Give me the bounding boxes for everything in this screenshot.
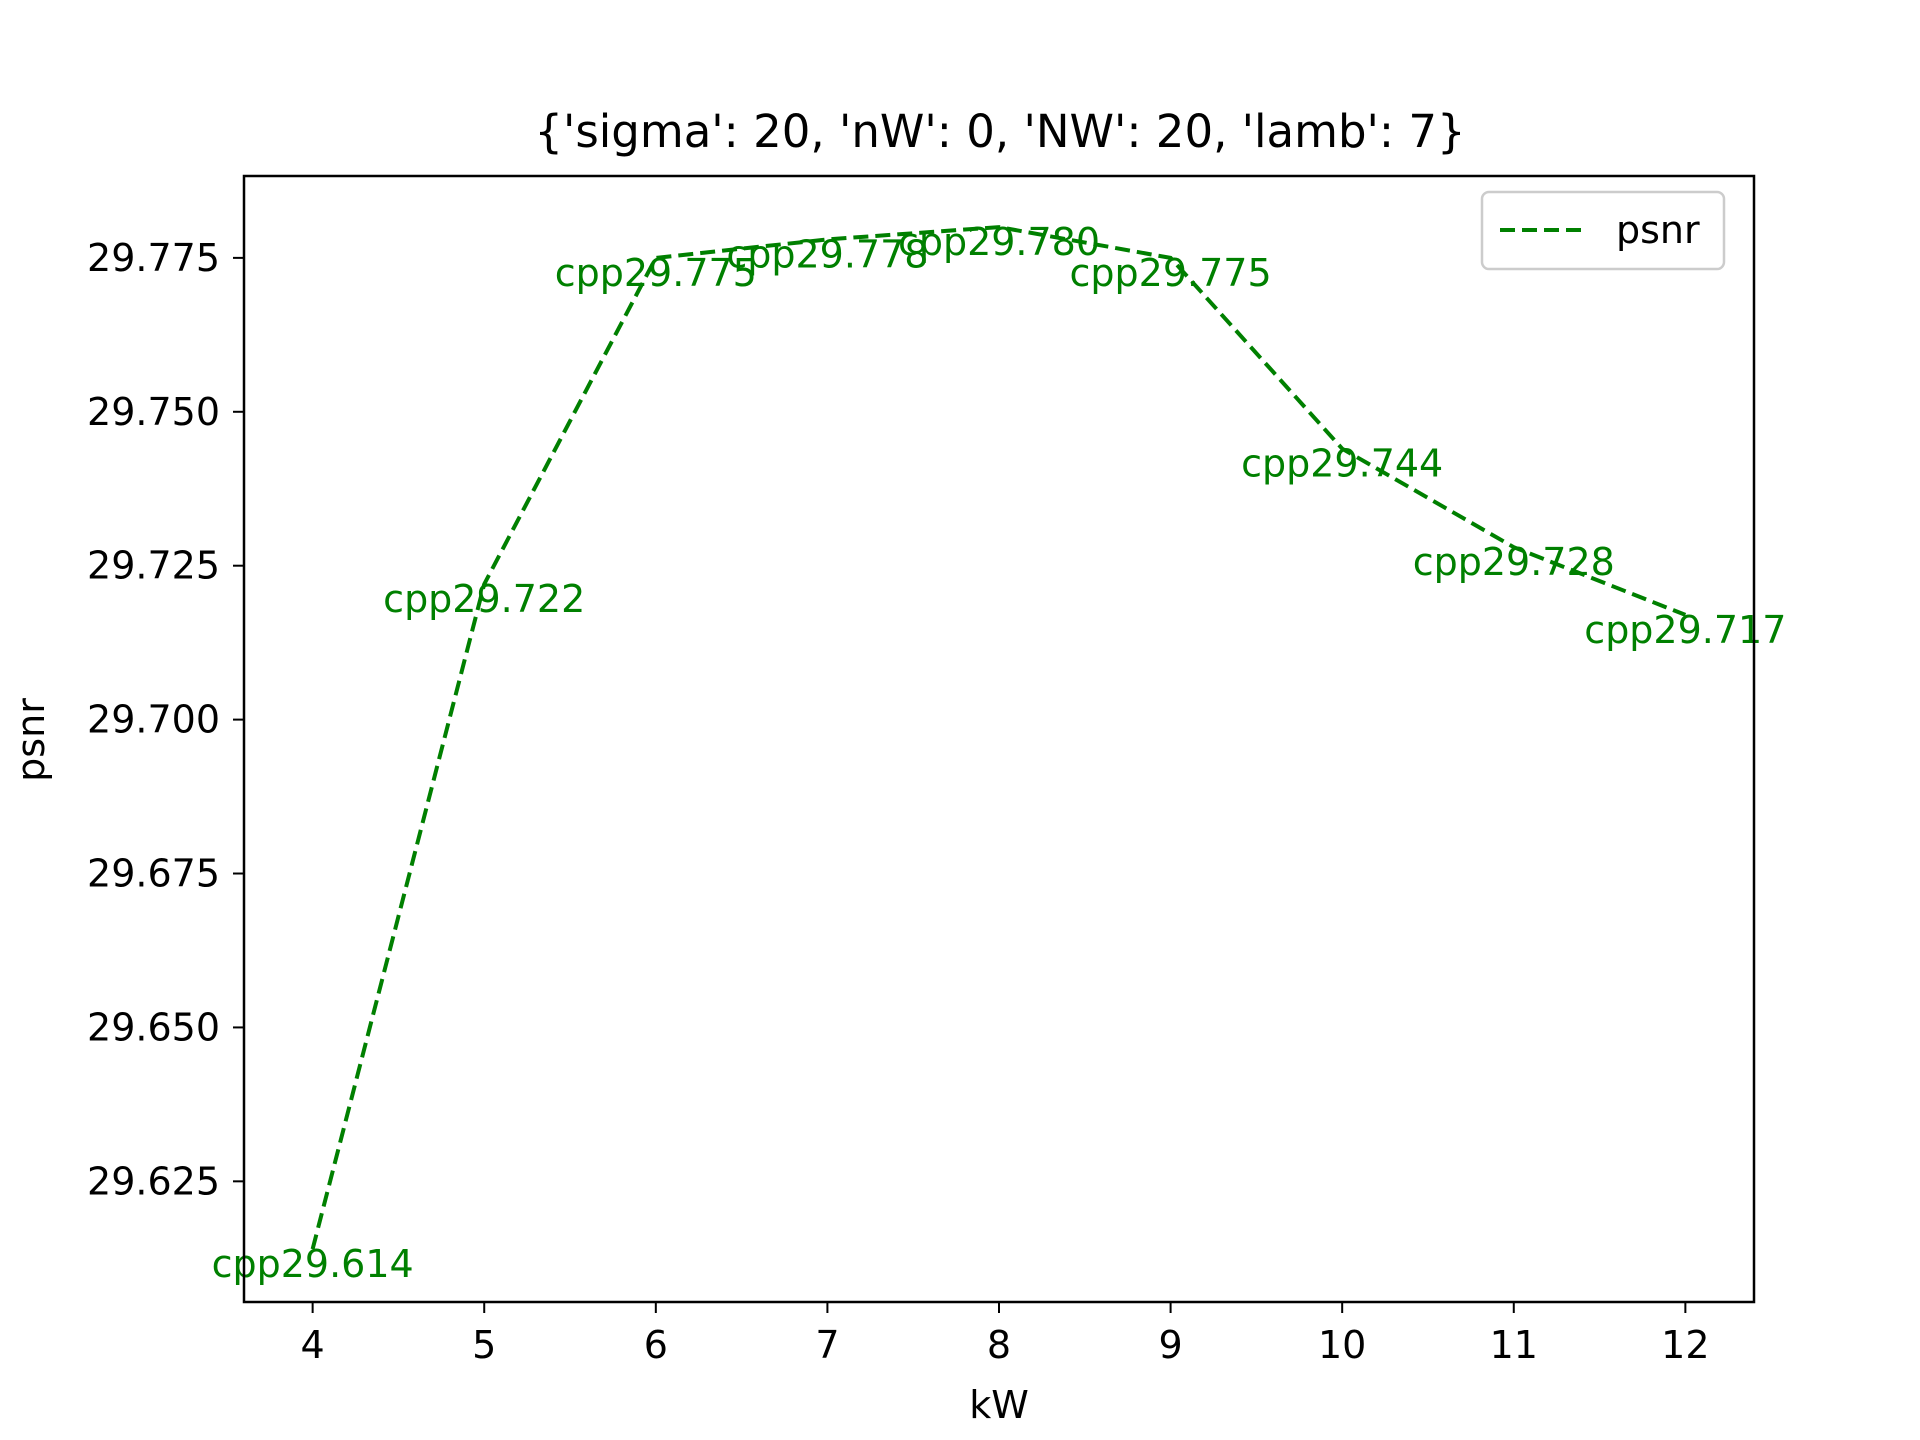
y-tick-label: 29.625 [87,1159,220,1203]
chart-title: {'sigma': 20, 'nW': 0, 'NW': 20, 'lamb':… [534,105,1465,158]
data-label: cpp29.780 [898,220,1100,264]
data-label: cpp29.717 [1584,608,1786,652]
y-tick-label: 29.675 [87,852,220,896]
data-label: cpp29.778 [726,232,928,276]
y-tick-label: 29.775 [87,236,220,280]
y-tick-label: 29.725 [87,544,220,588]
data-label: cpp29.722 [383,577,585,621]
x-tick-label: 4 [301,1323,325,1367]
data-label: cpp29.775 [1070,251,1272,295]
legend: psnr [1480,190,1726,271]
x-tick-label: 6 [644,1323,668,1367]
legend-entry-label: psnr [1616,208,1700,252]
x-tick-label: 11 [1490,1323,1538,1367]
x-axis-label: kW [969,1383,1029,1427]
y-tick-label: 29.750 [87,390,220,434]
y-axis-label: psnr [9,698,53,782]
data-label: cpp29.614 [212,1242,414,1286]
x-tick-label: 9 [1158,1323,1182,1367]
y-axis: 29.625 29.650 29.675 29.700 29.725 29.750 29.7… [87,236,244,1203]
x-tick-label: 12 [1661,1323,1709,1367]
x-tick-label: 5 [472,1323,496,1367]
data-label: cpp29.744 [1241,442,1443,486]
x-tick-label: 7 [815,1323,839,1367]
y-tick-label: 29.650 [87,1005,220,1049]
legend-box [1480,190,1726,271]
x-tick-label: 8 [987,1323,1011,1367]
data-label: cpp29.728 [1413,540,1615,584]
y-tick-label: 29.700 [87,698,220,742]
x-tick-label: 10 [1318,1323,1366,1367]
data-label: cpp29.775 [555,251,757,295]
plot-area: cpp29.614cpp29.722cpp29.775cpp29.778cpp2… [212,220,1787,1286]
x-axis: 4 5 6 7 8 9 10 11 12 [301,1302,1710,1367]
